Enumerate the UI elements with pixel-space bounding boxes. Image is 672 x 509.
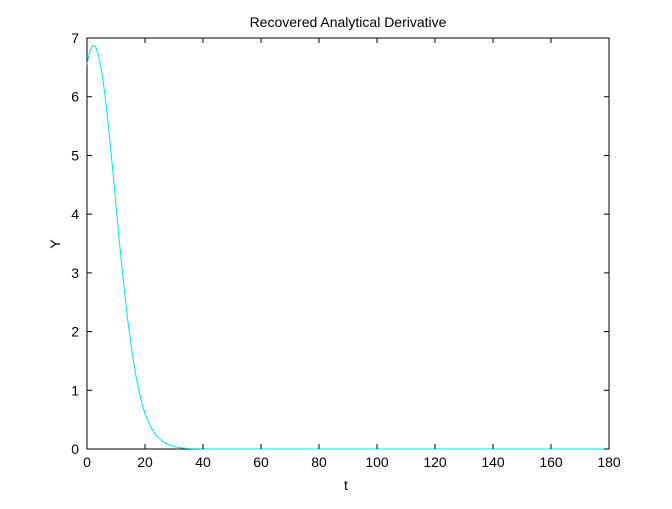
y-tick-label: 3: [71, 265, 79, 281]
chart-title: Recovered Analytical Derivative: [250, 14, 447, 30]
y-tick-label: 6: [71, 89, 79, 105]
x-tick-label: 80: [311, 454, 327, 470]
y-tick-label: 4: [71, 206, 79, 222]
series-line-1: [86, 44, 609, 450]
y-axis-label: Y: [47, 239, 63, 249]
y-axis-ticks: 0 1 2 3 4 5 6 7: [71, 30, 609, 457]
x-tick-label: 0: [83, 454, 91, 470]
x-tick-label: 100: [365, 454, 389, 470]
x-axis-ticks: 0 20 40 60 80 100 120 140 160 180: [83, 38, 621, 470]
x-tick-label: 60: [253, 454, 269, 470]
y-tick-label: 7: [71, 30, 79, 46]
y-tick-label: 5: [71, 147, 79, 163]
x-tick-label: 40: [195, 454, 211, 470]
y-tick-label: 2: [71, 324, 79, 340]
y-tick-label: 0: [71, 441, 79, 457]
x-tick-label: 180: [597, 454, 621, 470]
x-tick-label: 20: [137, 454, 153, 470]
x-tick-label: 140: [481, 454, 505, 470]
x-axis-label: t: [344, 477, 348, 493]
plot-area: [86, 37, 610, 450]
x-tick-label: 160: [539, 454, 563, 470]
y-tick-label: 1: [71, 382, 79, 398]
series-layer: [86, 44, 609, 450]
x-tick-label: 120: [423, 454, 447, 470]
